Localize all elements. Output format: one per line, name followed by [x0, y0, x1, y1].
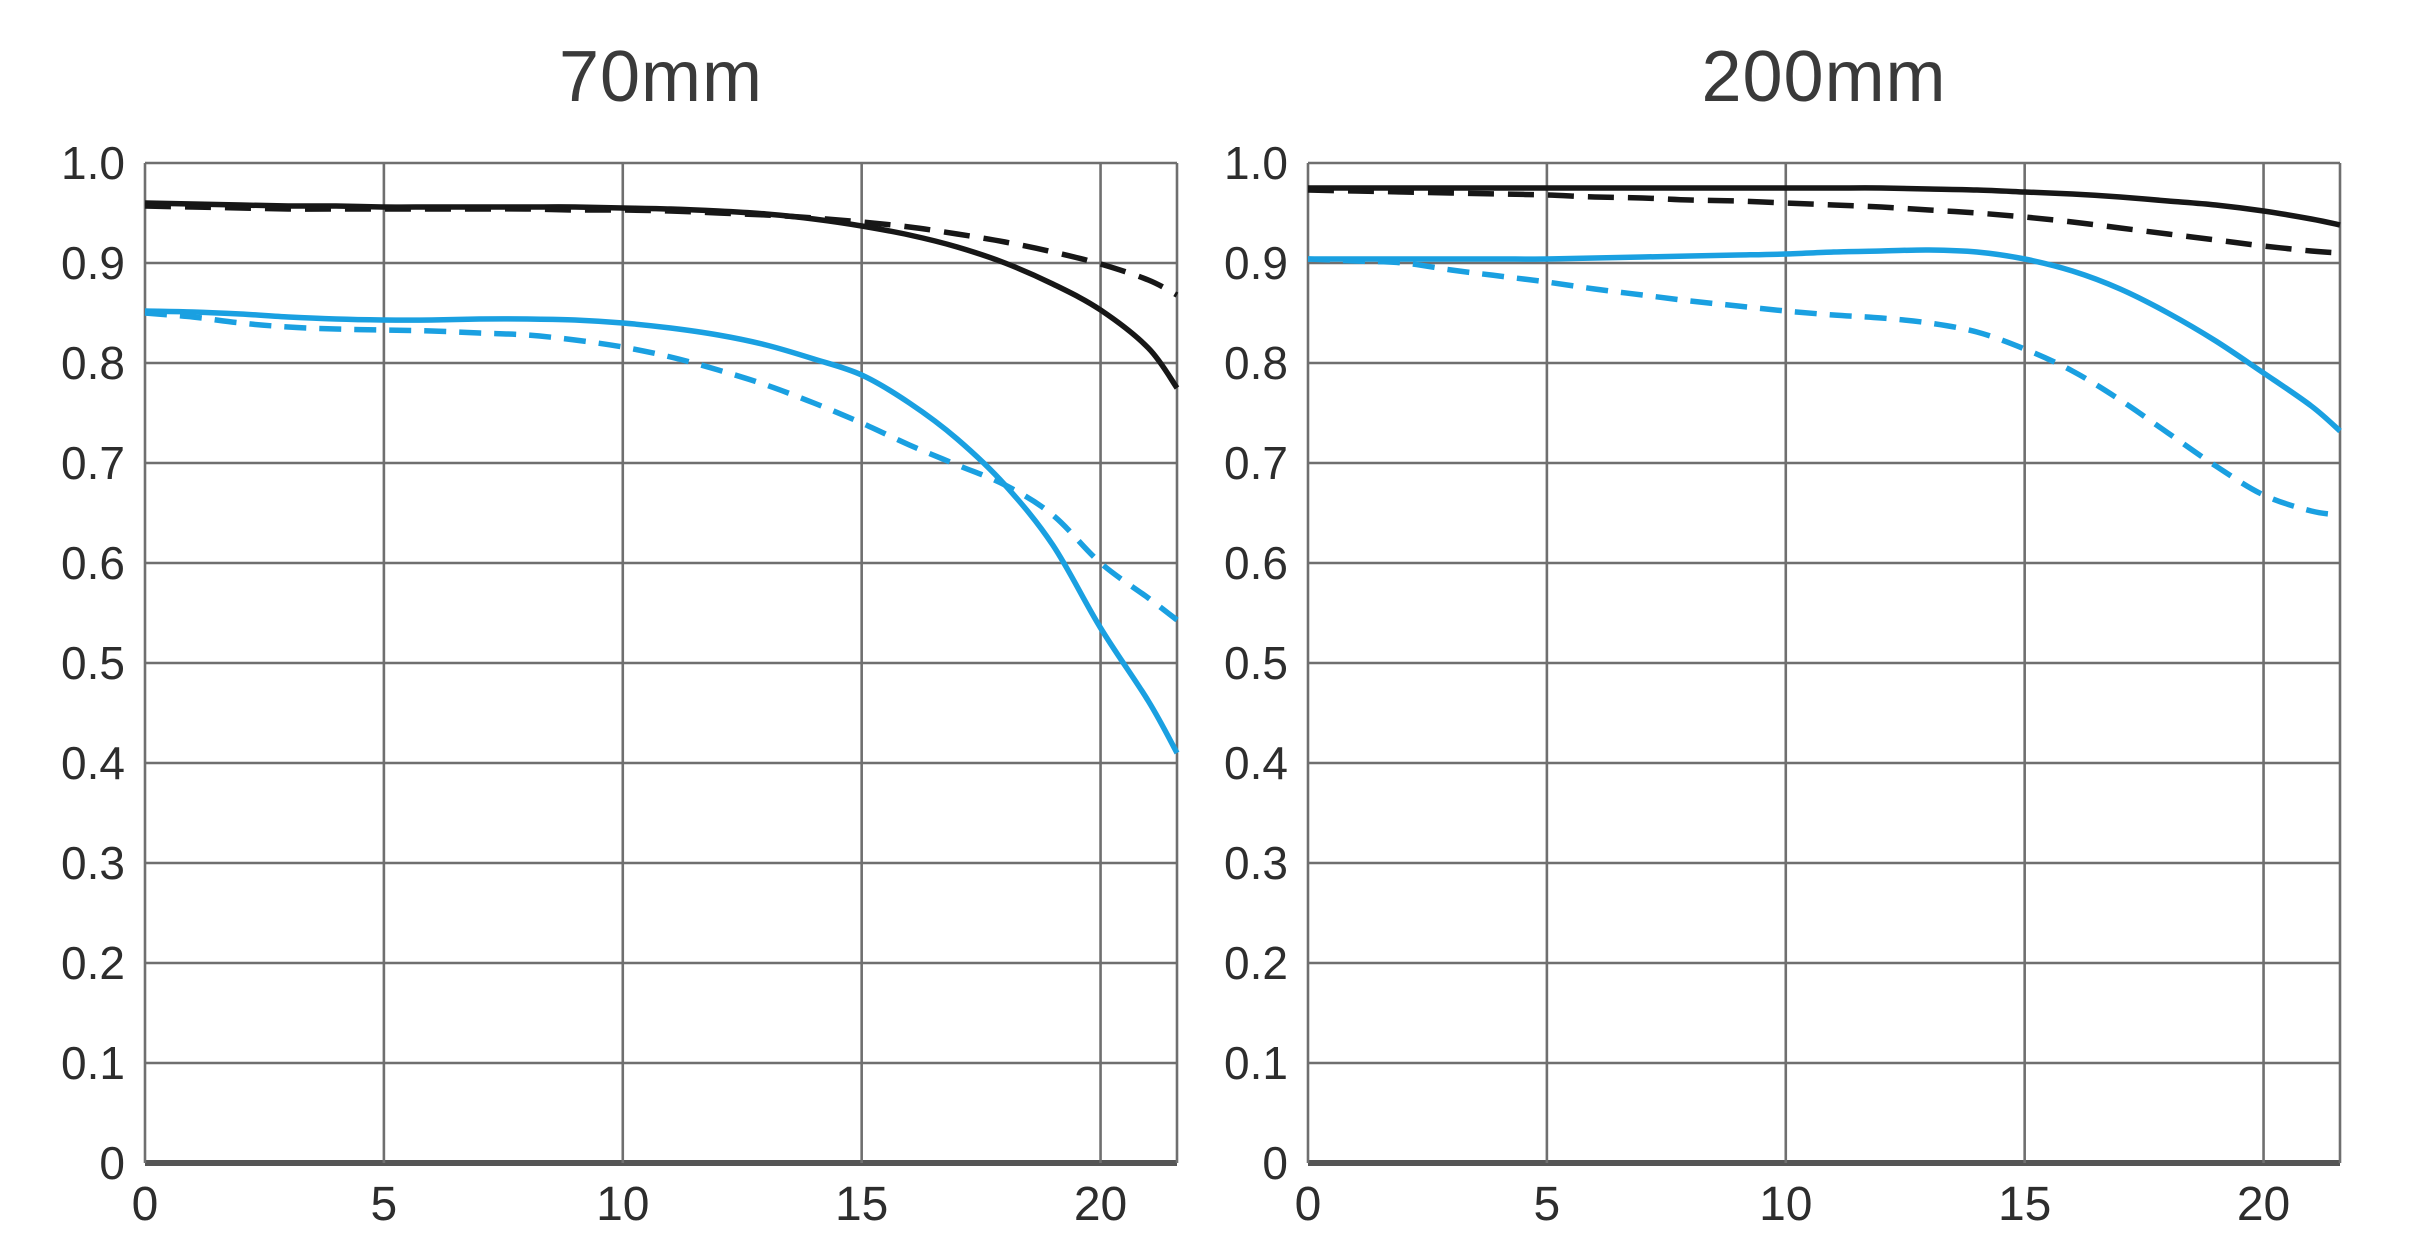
mtf-curve-blue-solid: [1308, 247, 2342, 434]
y-tick-label: 0: [1262, 1137, 1288, 1189]
mtf-curve-blue-dashed: [144, 310, 1179, 623]
y-tick-label: 0.3: [1224, 837, 1288, 889]
y-tick-label: 0.2: [61, 937, 125, 989]
x-tick-label: 5: [1534, 1178, 1561, 1231]
y-tick-label: 0.3: [61, 837, 125, 889]
x-tick-label: 0: [132, 1178, 159, 1231]
y-tick-label: 0.5: [61, 637, 125, 689]
mtf-chart-70mm: 1.0 0.9 0.8 0.7 0.6 0.5 0.4 0.3 0.2 0.1 00 5 10 15 20: [61, 137, 1180, 1231]
y-tick-label: 0.9: [61, 237, 125, 289]
y-tick-label: 0.9: [1224, 237, 1288, 289]
x-tick-label: 10: [1759, 1178, 1812, 1231]
mtf-curve-blue-dashed: [1307, 256, 2341, 518]
y-tick-label: 0.1: [1224, 1037, 1288, 1089]
y-tick-label: 0: [99, 1137, 125, 1189]
y-tick-label: 1.0: [61, 137, 125, 189]
y-tick-label: 0.1: [61, 1037, 125, 1089]
chart-panel-70mm: 70mm 1.0 0.9 0.8 0.7 0.6 0.5 0.4 0.3 0.2 0.1 0 0 5 10…: [61, 37, 1180, 1231]
y-tick-label: 0.7: [61, 437, 125, 489]
x-tick-label: 15: [1998, 1178, 2051, 1231]
x-tick-label: 20: [2237, 1178, 2290, 1231]
x-tick-label: 10: [596, 1178, 649, 1231]
x-tick-label: 5: [371, 1178, 398, 1231]
y-tick-label: 0.8: [1224, 337, 1288, 389]
x-tick-label: 20: [1074, 1178, 1127, 1231]
mtf-curve-blue-solid: [144, 308, 1180, 755]
y-tick-label: 0.4: [1224, 737, 1288, 789]
y-tick-label: 0.8: [61, 337, 125, 389]
y-tick-label: 1.0: [1224, 137, 1288, 189]
mtf-chart-200mm: 1.0 0.9 0.8 0.7 0.6 0.5 0.4 0.3 0.2 0.1 00 5 10 15 20: [1224, 137, 2342, 1231]
mtf-curve-black-solid: [1308, 185, 2341, 228]
y-tick-label: 0.7: [1224, 437, 1288, 489]
y-tick-label: 0.6: [1224, 537, 1288, 589]
y-tick-label: 0.5: [1224, 637, 1288, 689]
y-tick-label: 0.2: [1224, 937, 1288, 989]
x-tick-label: 0: [1295, 1178, 1322, 1231]
mtf-curve-black-solid: [144, 200, 1180, 390]
mtf-curve-black-dashed: [1307, 187, 2341, 256]
mtf-curve-black-dashed: [144, 203, 1179, 298]
chart-title-200mm: 200mm: [1701, 37, 1947, 117]
y-tick-label: 0.4: [61, 737, 125, 789]
chart-title-70mm: 70mm: [558, 37, 764, 117]
y-tick-label: 0.6: [61, 537, 125, 589]
x-tick-label: 15: [835, 1178, 888, 1231]
chart-panel-200mm: 200mm 1.0 0.9 0.8 0.7 0.6 0.5 0.4 0.3 0.2 0.1 0 0 5 1…: [1163, 0, 2374, 1255]
